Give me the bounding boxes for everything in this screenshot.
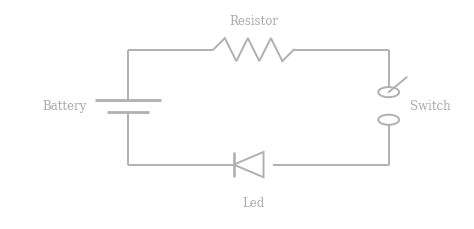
Text: Resistor: Resistor	[229, 15, 278, 28]
Text: Switch: Switch	[410, 100, 451, 113]
Text: Led: Led	[243, 196, 264, 209]
Text: Battery: Battery	[43, 100, 87, 113]
